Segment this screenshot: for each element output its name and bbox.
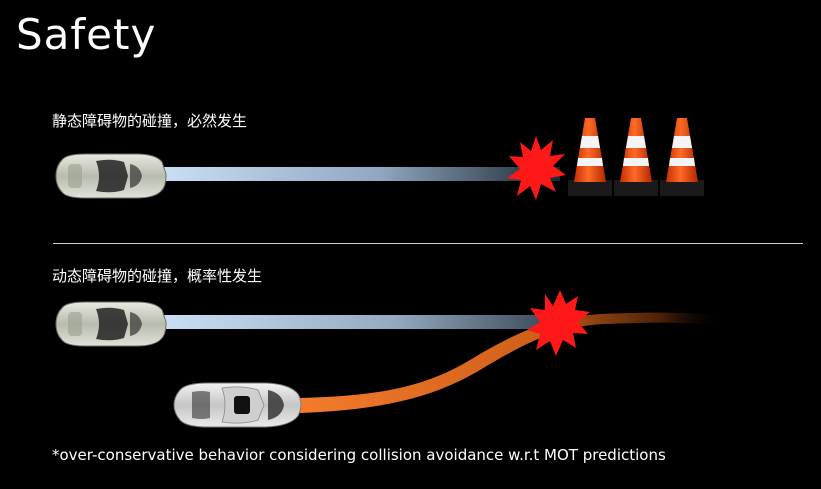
ego-car-icon xyxy=(55,153,167,199)
traffic-cone-icon xyxy=(614,118,658,196)
collision-burst-icon xyxy=(527,290,590,356)
dynamic-obstacle-caption: 动态障碍物的碰撞，概率性发生 xyxy=(52,267,263,285)
slide-title: Safety xyxy=(16,10,157,59)
ego-trajectory-dynamic xyxy=(160,315,550,329)
other-vehicle-icon xyxy=(173,382,302,428)
ego-trajectory-static xyxy=(160,167,560,181)
ego-car-icon xyxy=(55,301,167,347)
section-divider xyxy=(53,243,803,244)
traffic-cone-icon xyxy=(568,118,612,196)
collision-burst-icon xyxy=(507,136,566,200)
traffic-cone-icon xyxy=(660,118,704,196)
other-vehicle-trajectory xyxy=(300,312,725,413)
static-obstacle-caption: 静态障碍物的碰撞，必然发生 xyxy=(52,112,248,130)
footnote: *over-conservative behavior considering … xyxy=(52,446,666,464)
